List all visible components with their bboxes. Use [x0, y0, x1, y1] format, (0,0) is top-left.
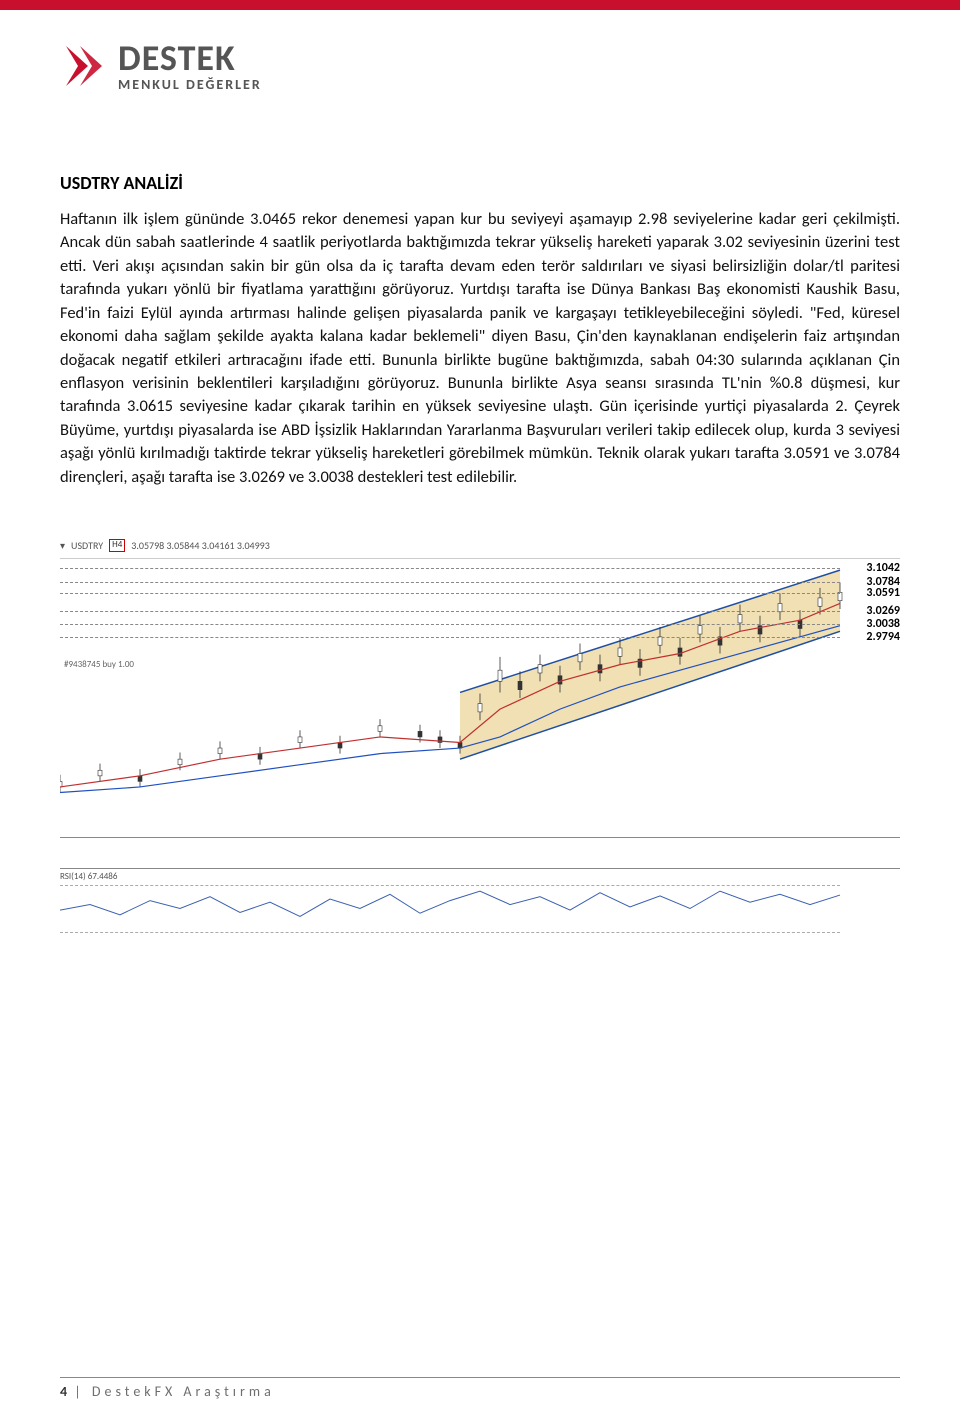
header-accent-bar	[0, 0, 960, 10]
chart-side-label: #9438745 buy 1.00	[64, 659, 134, 670]
chart-container: ▾ USDTRY H4 3.05798 3.05844 3.04161 3.04…	[60, 539, 900, 948]
page-footer: 4 | DestekFX Araştırma	[60, 1377, 900, 1401]
chart-level-label: 3.0038	[866, 617, 900, 631]
article-body: Haftanın ilk işlem gününde 3.0465 rekor …	[60, 208, 900, 489]
rsi-chart: RSI(14) 67.4486	[60, 868, 900, 948]
footer-text: 4 | DestekFX Araştırma	[60, 1383, 275, 1400]
rsi-label: RSI(14) 67.4486	[60, 871, 117, 882]
logo-text: DESTEK MENKUL DEĞERLER	[118, 40, 262, 92]
chart-timeframe: H4	[109, 539, 125, 552]
price-chart: #9438745 buy 1.00 3.10423.07843.05913.02…	[60, 558, 900, 838]
page-number: 4	[60, 1383, 67, 1400]
logo-icon	[60, 42, 108, 90]
footer-separator: |	[74, 1383, 92, 1400]
brand-subtitle: MENKUL DEĞERLER	[118, 78, 262, 92]
page-container: DESTEK MENKUL DEĞERLER USDTRY ANALİZİ Ha…	[0, 0, 960, 1425]
brand-name: DESTEK	[118, 40, 262, 76]
chart-header: ▾ USDTRY H4 3.05798 3.05844 3.04161 3.04…	[60, 539, 900, 552]
chart-level-label: 3.0591	[866, 586, 900, 600]
chart-ticker: USDTRY	[71, 539, 103, 552]
price-chart-svg	[60, 559, 900, 837]
chart-level-label: 3.1042	[866, 561, 900, 575]
rsi-svg	[60, 869, 900, 948]
chevron-down-icon: ▾	[60, 539, 65, 552]
chart-level-label: 2.9794	[866, 630, 900, 644]
footer-label: DestekFX Araştırma	[92, 1383, 275, 1400]
footer-divider	[60, 1377, 900, 1378]
brand-logo: DESTEK MENKUL DEĞERLER	[60, 40, 900, 92]
chart-ohlc: 3.05798 3.05844 3.04161 3.04993	[131, 539, 270, 552]
article-title: USDTRY ANALİZİ	[60, 172, 900, 194]
